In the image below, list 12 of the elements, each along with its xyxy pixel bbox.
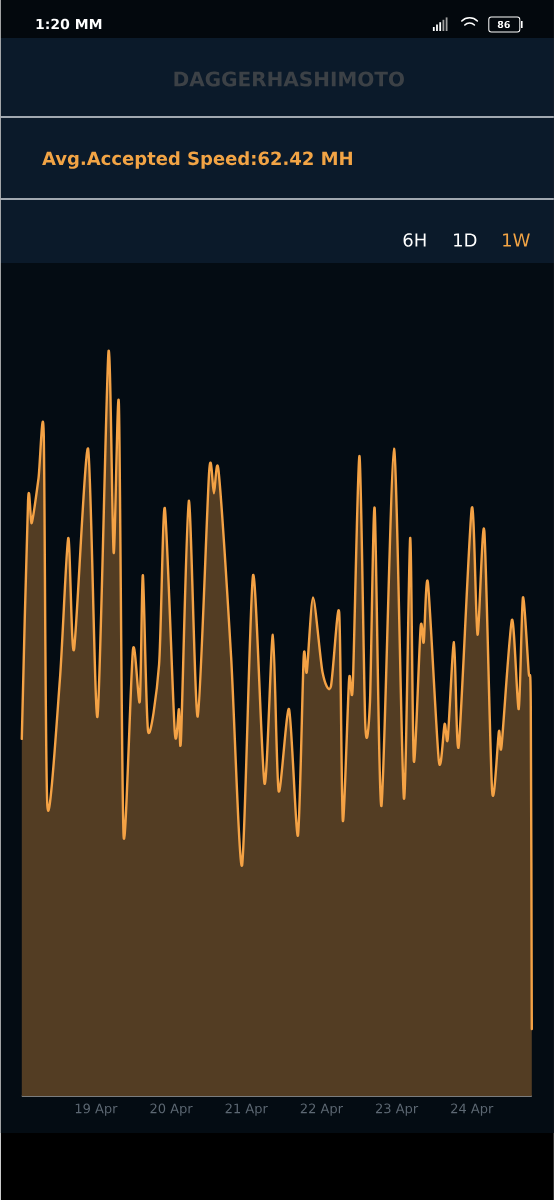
text: 1W <box>503 233 531 247</box>
text: 1:20 MM <box>36 18 102 30</box>
text: 1D <box>454 233 477 247</box>
text: 86 <box>497 20 511 29</box>
chart-subtitle: Avg.Accepted Speed:62.42 MH <box>42 151 353 169</box>
x-tick-label: 20 Apr <box>150 1103 193 1116</box>
x-tick-label: 22 Apr <box>301 1103 344 1116</box>
x-tick-label: 21 Apr <box>225 1103 269 1116</box>
text: 6H <box>403 233 426 247</box>
x-tick-label: 24 Apr <box>451 1103 494 1116</box>
x-tick-label: 23 Apr <box>376 1103 419 1116</box>
x-tick-label: 19 Apr <box>75 1103 118 1116</box>
